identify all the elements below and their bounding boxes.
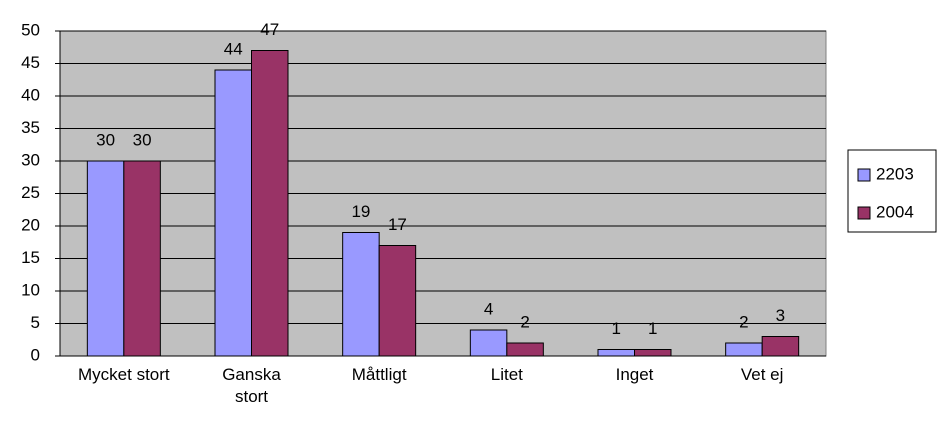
y-tick-label: 5: [31, 313, 40, 332]
data-label: 3: [776, 306, 785, 325]
x-tick-label: Ganska stort: [222, 365, 281, 406]
y-tick-label: 20: [21, 215, 40, 234]
bar: [86, 160, 125, 357]
y-tick-label: 15: [21, 248, 40, 267]
data-label: 30: [96, 130, 115, 149]
legend-label: 2203: [876, 164, 914, 183]
data-label: 4: [484, 299, 493, 318]
bar: [506, 342, 544, 357]
bar: [725, 342, 763, 357]
y-tick-label: 45: [21, 53, 40, 72]
y-tick-label: 25: [21, 183, 40, 202]
x-tick-label: Vet ej: [740, 365, 784, 384]
y-tick-label: 0: [31, 345, 40, 364]
data-label: 30: [133, 130, 152, 149]
data-label: 19: [351, 202, 370, 221]
data-label: 2: [520, 312, 529, 331]
bar: [342, 232, 380, 357]
legend-swatch: [857, 168, 871, 182]
data-label: 44: [224, 39, 243, 58]
data-label: 2: [739, 312, 748, 331]
x-tick-label: Inget: [615, 365, 654, 384]
bar: [214, 69, 252, 357]
bar: [123, 160, 161, 357]
legend-label: 2004: [876, 202, 914, 221]
bar: [469, 329, 508, 357]
y-tick-label: 40: [21, 85, 40, 104]
data-label: 17: [388, 215, 407, 234]
y-tick-label: 35: [21, 118, 40, 137]
data-label: 47: [260, 20, 279, 39]
y-tick-label: 10: [21, 280, 40, 299]
legend-swatch: [857, 206, 871, 220]
bar: [634, 349, 672, 357]
data-label: 1: [648, 319, 657, 338]
x-tick-label: Litet: [490, 365, 523, 384]
x-tick-label: Mycket stort: [78, 365, 170, 384]
bar: [251, 50, 289, 357]
y-tick-label: 30: [21, 150, 40, 169]
x-tick-label: Måttligt: [351, 365, 407, 384]
bar: [597, 349, 635, 357]
y-tick-label: 50: [21, 20, 40, 39]
bar: [378, 245, 417, 357]
bar: [761, 336, 800, 357]
data-label: 1: [612, 319, 621, 338]
